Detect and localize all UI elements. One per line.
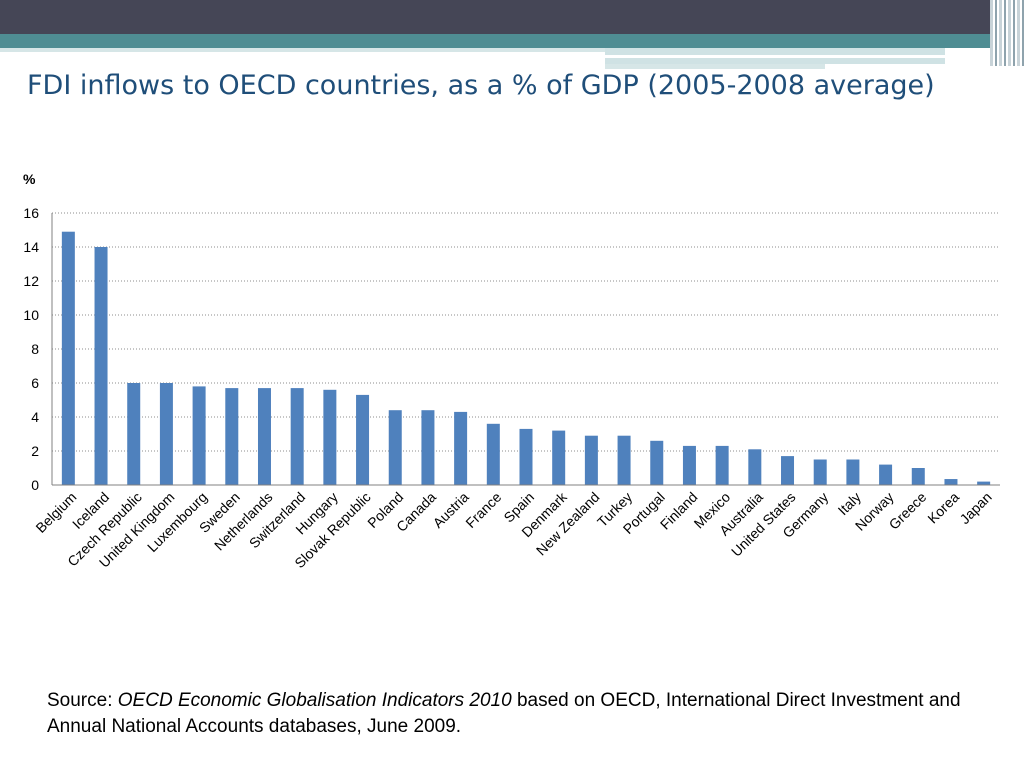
- source-note: Source: OECD Economic Globalisation Indi…: [47, 688, 997, 740]
- bars: [61, 231, 991, 485]
- bar-slovak-republic: [356, 394, 370, 485]
- bar-greece: [911, 468, 925, 485]
- y-tick-label: 2: [31, 443, 39, 459]
- x-tick-label: Greece: [886, 489, 930, 533]
- bar-sweden: [225, 388, 239, 485]
- bar-japan: [977, 481, 991, 485]
- x-tick-label: Japan: [956, 489, 994, 527]
- bar-united-kingdom: [159, 383, 173, 485]
- header-teal-bar: [0, 34, 1024, 48]
- header-white-line: [605, 55, 945, 58]
- x-tick-label: France: [462, 489, 504, 531]
- y-tick-label: 6: [31, 375, 39, 391]
- bar-iceland: [94, 247, 108, 485]
- header-dark-bar: [0, 0, 1024, 34]
- source-publication: OECD Economic Globalisation Indicators 2…: [117, 690, 512, 711]
- y-tick-label: 10: [23, 307, 39, 323]
- header-corner-stripes: [990, 0, 1024, 66]
- y-tick-label: 4: [31, 409, 39, 425]
- bar-netherlands: [257, 388, 271, 485]
- y-tick-label: 16: [23, 205, 39, 221]
- bar-new-zealand: [584, 435, 598, 485]
- bar-portugal: [650, 440, 664, 485]
- bar-poland: [388, 410, 402, 485]
- x-tick-label: Finland: [657, 489, 701, 533]
- y-axis-ticks: 0 2 4 6 8 10 12 14 16: [23, 205, 39, 493]
- bar-finland: [682, 445, 696, 485]
- bar-mexico: [715, 445, 729, 485]
- bar-united-states: [781, 456, 795, 485]
- bar-italy: [846, 459, 860, 485]
- bar-germany: [813, 459, 827, 485]
- header-light-strip-lower: [605, 64, 825, 69]
- bar-belgium: [61, 231, 75, 485]
- bar-czech-republic: [127, 383, 141, 485]
- y-tick-label: 12: [23, 273, 39, 289]
- y-tick-label: 0: [31, 477, 39, 493]
- y-axis-unit-label: %: [23, 171, 36, 187]
- x-tick-label: Austria: [430, 489, 472, 531]
- slide-title: FDI inflows to OECD countries, as a % of…: [27, 70, 935, 101]
- bar-spain: [519, 428, 533, 485]
- bar-canada: [421, 410, 435, 485]
- bar-austria: [454, 411, 468, 485]
- bar-hungary: [323, 389, 337, 485]
- x-tick-label: Belgium: [32, 489, 79, 536]
- bar-luxembourg: [192, 386, 206, 485]
- source-details: based on OECD, International Direct Inve…: [47, 690, 961, 737]
- y-tick-label: 14: [23, 239, 39, 255]
- bar-turkey: [617, 435, 631, 485]
- source-prefix: Source:: [47, 690, 113, 711]
- bar-switzerland: [290, 388, 304, 485]
- bar-france: [486, 423, 500, 485]
- y-tick-label: 8: [31, 341, 39, 357]
- header-light-strip: [0, 48, 605, 52]
- bar-korea: [944, 479, 958, 485]
- bar-norway: [879, 464, 893, 485]
- bar-australia: [748, 449, 762, 485]
- bar-denmark: [552, 430, 566, 485]
- x-tick-label: Korea: [924, 489, 962, 527]
